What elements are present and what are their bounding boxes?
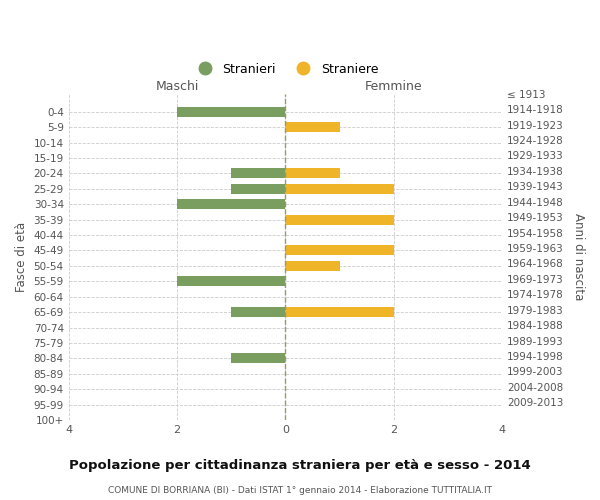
Bar — [286, 168, 340, 178]
Bar — [286, 214, 394, 224]
Bar — [177, 276, 286, 286]
Bar — [286, 307, 394, 317]
Bar — [177, 199, 286, 209]
Bar — [231, 354, 286, 364]
Bar — [177, 106, 286, 117]
Bar — [286, 184, 394, 194]
Bar — [231, 168, 286, 178]
Y-axis label: Fasce di età: Fasce di età — [15, 222, 28, 292]
Text: Femmine: Femmine — [365, 80, 422, 93]
Y-axis label: Anni di nascita: Anni di nascita — [572, 214, 585, 300]
Text: Maschi: Maschi — [155, 80, 199, 93]
Bar — [231, 307, 286, 317]
Bar — [286, 246, 394, 256]
Text: COMUNE DI BORRIANA (BI) - Dati ISTAT 1° gennaio 2014 - Elaborazione TUTTITALIA.I: COMUNE DI BORRIANA (BI) - Dati ISTAT 1° … — [108, 486, 492, 495]
Bar — [231, 184, 286, 194]
Bar — [286, 122, 340, 132]
Bar — [286, 261, 340, 271]
Legend: Stranieri, Straniere: Stranieri, Straniere — [187, 58, 383, 80]
Text: Popolazione per cittadinanza straniera per età e sesso - 2014: Popolazione per cittadinanza straniera p… — [69, 460, 531, 472]
